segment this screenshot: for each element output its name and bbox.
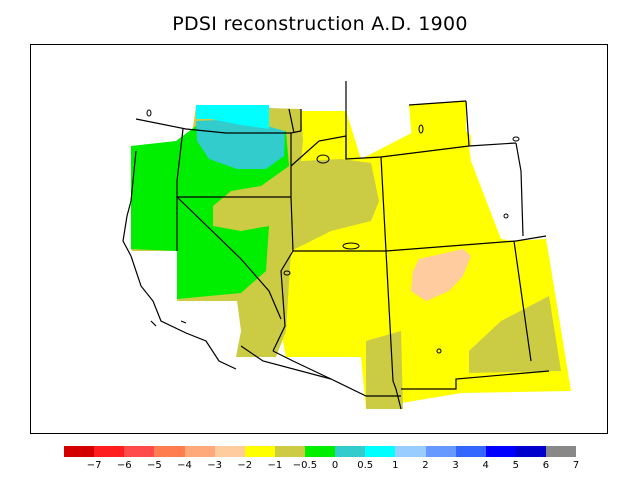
colorbar-tick-label: 1: [392, 460, 399, 471]
pdsi-region-yellow-montana: [409, 101, 466, 153]
colorbar-swatch: [485, 446, 516, 457]
ocean-mask: [101, 241, 361, 401]
colorbar-swatch: [515, 446, 546, 457]
colorbar-tick-label: −2: [237, 460, 253, 471]
colorbar-swatch: [455, 446, 486, 457]
colorbar-swatch: [124, 446, 155, 457]
pdsi-region-cyan: [196, 105, 269, 129]
colorbar-swatch: [425, 446, 456, 457]
map-title: PDSI reconstruction A.D. 1900: [172, 13, 468, 35]
pdsi-region-peach: [411, 249, 471, 301]
colorbar-tick-label: 7: [572, 460, 580, 471]
map-panel: [30, 44, 608, 434]
colorbar-tick-label: 0.5: [357, 460, 374, 471]
colorbar-tick-label: 4: [482, 460, 489, 471]
pdsi-map: [101, 81, 571, 410]
pdsi-region-olive-east: [469, 296, 561, 373]
colorbar-tick-label: −5: [146, 460, 162, 471]
colorbar-swatch: [305, 446, 336, 457]
colorbar-swatch: [154, 446, 185, 457]
colorbar: [64, 446, 577, 457]
colorbar-tick-label: −7: [86, 460, 102, 471]
pdsi-region-olive-south: [366, 331, 403, 409]
colorbar-swatch: [64, 446, 95, 457]
colorbar-tick-label: 2: [422, 460, 429, 471]
colorbar-tick-label: −0.5: [292, 460, 318, 471]
colorbar-swatch: [184, 446, 215, 457]
colorbar-swatch: [546, 446, 577, 457]
coastline: [122, 150, 237, 370]
pdsi-region-yellow-eastedge: [514, 239, 549, 301]
colorbar-swatch: [244, 446, 275, 457]
state-boundaries: [135, 81, 550, 410]
pdsi-region-green: [131, 126, 289, 299]
colorbar-swatch: [395, 446, 426, 457]
colorbar-swatch: [274, 446, 305, 457]
lakes: [146, 109, 520, 354]
colorbar-tick-label: 3: [452, 460, 459, 471]
colorbar-labels: −7 −6 −5 −4 −3 −2 −1 −0.5 0 0.5 1 2 3 4 5 6 7: [64, 460, 580, 474]
colorbar-tick-label: 5: [512, 460, 519, 471]
colorbar-swatch: [365, 446, 396, 457]
colorbar-tick-label: −3: [207, 460, 222, 471]
colorbar-tick-label: 0: [331, 460, 339, 471]
colorbar-tick-label: 6: [542, 460, 550, 471]
colorbar-tick-label: −1: [267, 460, 283, 471]
pdsi-region-teal: [196, 119, 285, 169]
colorbar-tick-label: −4: [177, 460, 192, 471]
colorbar-swatch: [94, 446, 125, 457]
colorbar-swatch: [214, 446, 245, 457]
colorbar-swatch: [335, 446, 366, 457]
colorbar-tick-label: −6: [116, 460, 132, 471]
